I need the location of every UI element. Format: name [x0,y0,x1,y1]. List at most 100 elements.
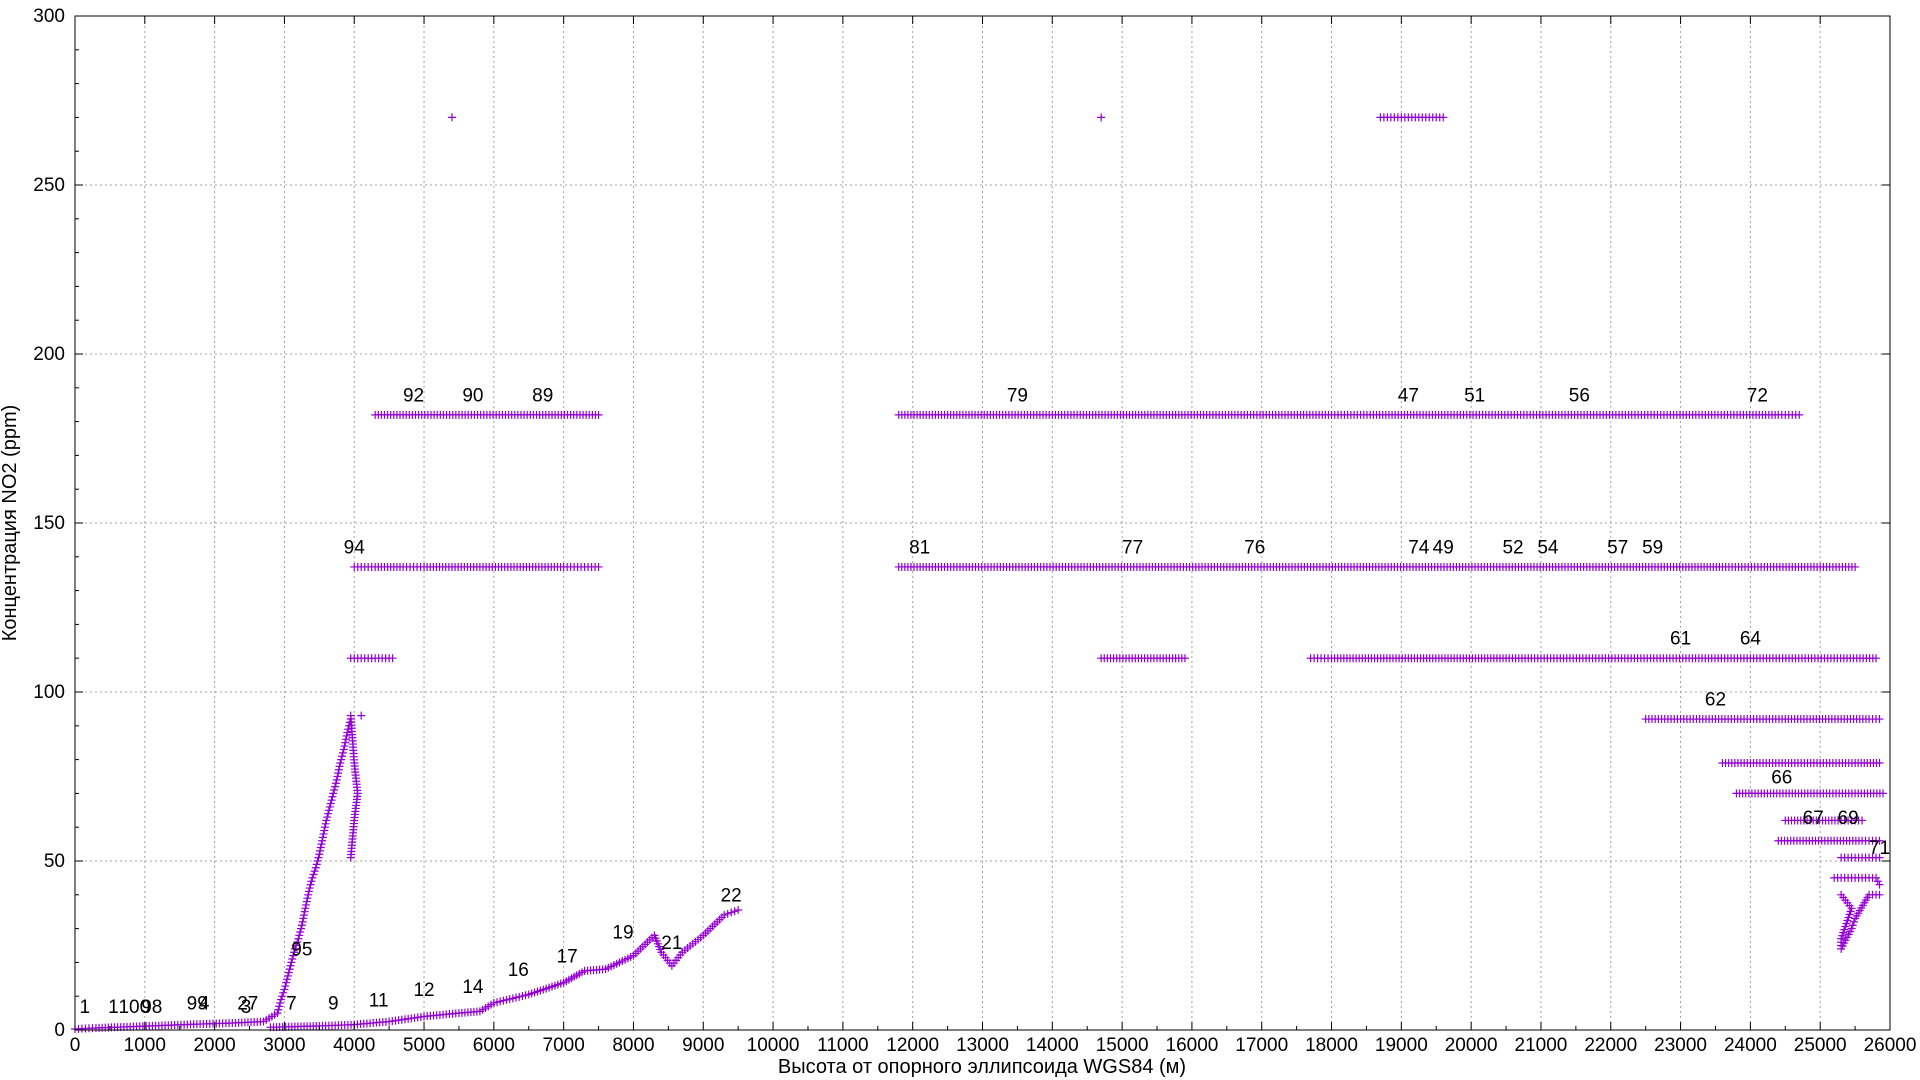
data-point [336,758,345,767]
data-point [311,863,320,872]
point-annotation: 92 [403,385,424,406]
point-annotation: 9 [328,994,339,1015]
data-points [71,113,1888,1033]
data-point [1872,873,1881,882]
data-point [331,779,340,788]
point-annotation: 21 [661,933,682,954]
x-tick-label: 24000 [1724,1035,1777,1056]
point-annotation: 1 [108,997,119,1018]
data-point [1872,654,1881,663]
point-annotation: 17 [557,946,578,967]
point-annotation: 14 [462,977,484,998]
x-tick-label: 19000 [1375,1035,1428,1056]
x-tick-label: 22000 [1584,1035,1637,1056]
data-point [1180,654,1189,663]
point-annotation: 59 [1642,537,1663,558]
data-point [279,988,288,997]
point-annotation: 98 [141,997,162,1018]
point-annotation: 100 [118,997,150,1018]
y-tick-label: 200 [33,344,65,365]
data-point [316,843,325,852]
data-point [320,823,329,832]
point-annotation: 69 [1838,808,1859,829]
data-point [314,853,323,862]
y-tick-label: 150 [33,513,65,534]
data-point [298,917,307,926]
data-point [1849,917,1858,926]
data-point [283,975,292,984]
data-point [334,765,343,774]
data-point [289,951,298,960]
x-tick-label: 7000 [543,1035,585,1056]
x-tick-label: 3000 [263,1035,305,1056]
data-point [334,769,343,778]
data-point [357,711,366,720]
data-point [300,907,309,916]
point-annotation: 61 [1670,629,1691,650]
data-point [275,1002,284,1011]
point-annotation: 72 [1747,385,1768,406]
y-axis-title: Концентрация NO2 (ppm) [0,405,21,642]
data-point [299,914,308,923]
point-annotation: 51 [1464,385,1485,406]
data-point [323,813,332,822]
point-annotation: 77 [1122,537,1143,558]
x-tick-label: 18000 [1305,1035,1358,1056]
x-tick-label: 26000 [1864,1035,1917,1056]
point-annotation: 22 [721,886,742,907]
data-point [290,944,299,953]
data-point [1848,921,1857,930]
data-point [727,908,736,917]
data-point [325,802,334,811]
x-tick-label: 2000 [193,1035,235,1056]
point-annotation: 79 [1007,385,1028,406]
data-point [317,840,326,849]
data-point [343,728,352,737]
data-point [322,816,331,825]
y-tick-label: 50 [44,851,65,872]
data-point [1439,113,1448,122]
data-point [1875,715,1884,724]
data-point [326,799,335,808]
data-point [328,792,337,801]
data-point [310,867,319,876]
x-tick-label: 13000 [956,1035,1009,1056]
data-point [302,900,311,909]
data-point [1851,562,1860,571]
data-point [281,982,290,991]
data-point [293,938,302,947]
data-point [1795,410,1804,419]
data-point [1875,853,1884,862]
data-point [1879,789,1888,798]
data-point [1875,836,1884,845]
data-point [329,789,338,798]
point-annotation: 94 [344,537,366,558]
point-annotation: 7 [286,994,297,1015]
data-point [331,782,340,791]
data-point [280,985,289,994]
data-point [324,806,333,815]
x-tick-label: 11000 [817,1035,868,1056]
data-point [723,909,732,918]
data-point [319,829,328,838]
point-annotation: 2 [237,994,248,1015]
x-tick-label: 25000 [1794,1035,1847,1056]
data-point [306,880,315,889]
x-tick-label: 6000 [473,1035,515,1056]
data-point [1847,924,1856,933]
data-point [288,955,297,964]
data-point [308,873,317,882]
data-point [1875,758,1884,767]
data-point [316,846,325,855]
data-point [330,786,339,795]
data-point [1875,880,1884,889]
data-point [290,948,299,957]
x-tick-label: 17000 [1235,1035,1288,1056]
y-tick-label: 250 [33,175,65,196]
x-tick-label: 21000 [1515,1035,1568,1056]
point-annotation: 3 [241,997,252,1018]
data-point [276,995,285,1004]
point-annotation: 49 [1433,537,1454,558]
x-tick-label: 1000 [124,1035,166,1056]
